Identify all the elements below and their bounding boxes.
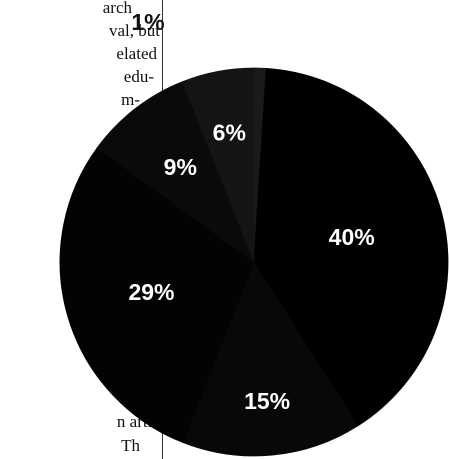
slice-label-40-percent: 40% bbox=[329, 224, 375, 250]
pie-slices bbox=[59, 67, 449, 457]
pie-slice-15-percent bbox=[182, 261, 359, 457]
slice-label-6-percent: 6% bbox=[213, 119, 246, 145]
pie-slice-40-percent bbox=[253, 67, 449, 427]
pie-slice-29-percent bbox=[59, 147, 255, 443]
slice-label-29-percent: 29% bbox=[128, 279, 174, 305]
text-line-fragment: edu- bbox=[123, 67, 154, 86]
text-line-fragment: m- bbox=[121, 90, 140, 109]
slice-label-15-percent: 15% bbox=[244, 388, 290, 414]
pie-slice-9-percent bbox=[96, 81, 255, 264]
slice-label-1-percent: 1% bbox=[131, 9, 164, 35]
pie-slice-6-percent bbox=[182, 67, 255, 263]
text-line-fragment: Th bbox=[121, 436, 140, 455]
text-line-fragment: elated bbox=[116, 44, 157, 63]
text-line-fragment: arch bbox=[102, 0, 132, 17]
pie-labels: 1% 40% 15% 29% 9% 6% bbox=[128, 9, 374, 414]
slice-label-9-percent: 9% bbox=[164, 154, 197, 180]
text-line-fragment: val, but bbox=[109, 21, 160, 40]
